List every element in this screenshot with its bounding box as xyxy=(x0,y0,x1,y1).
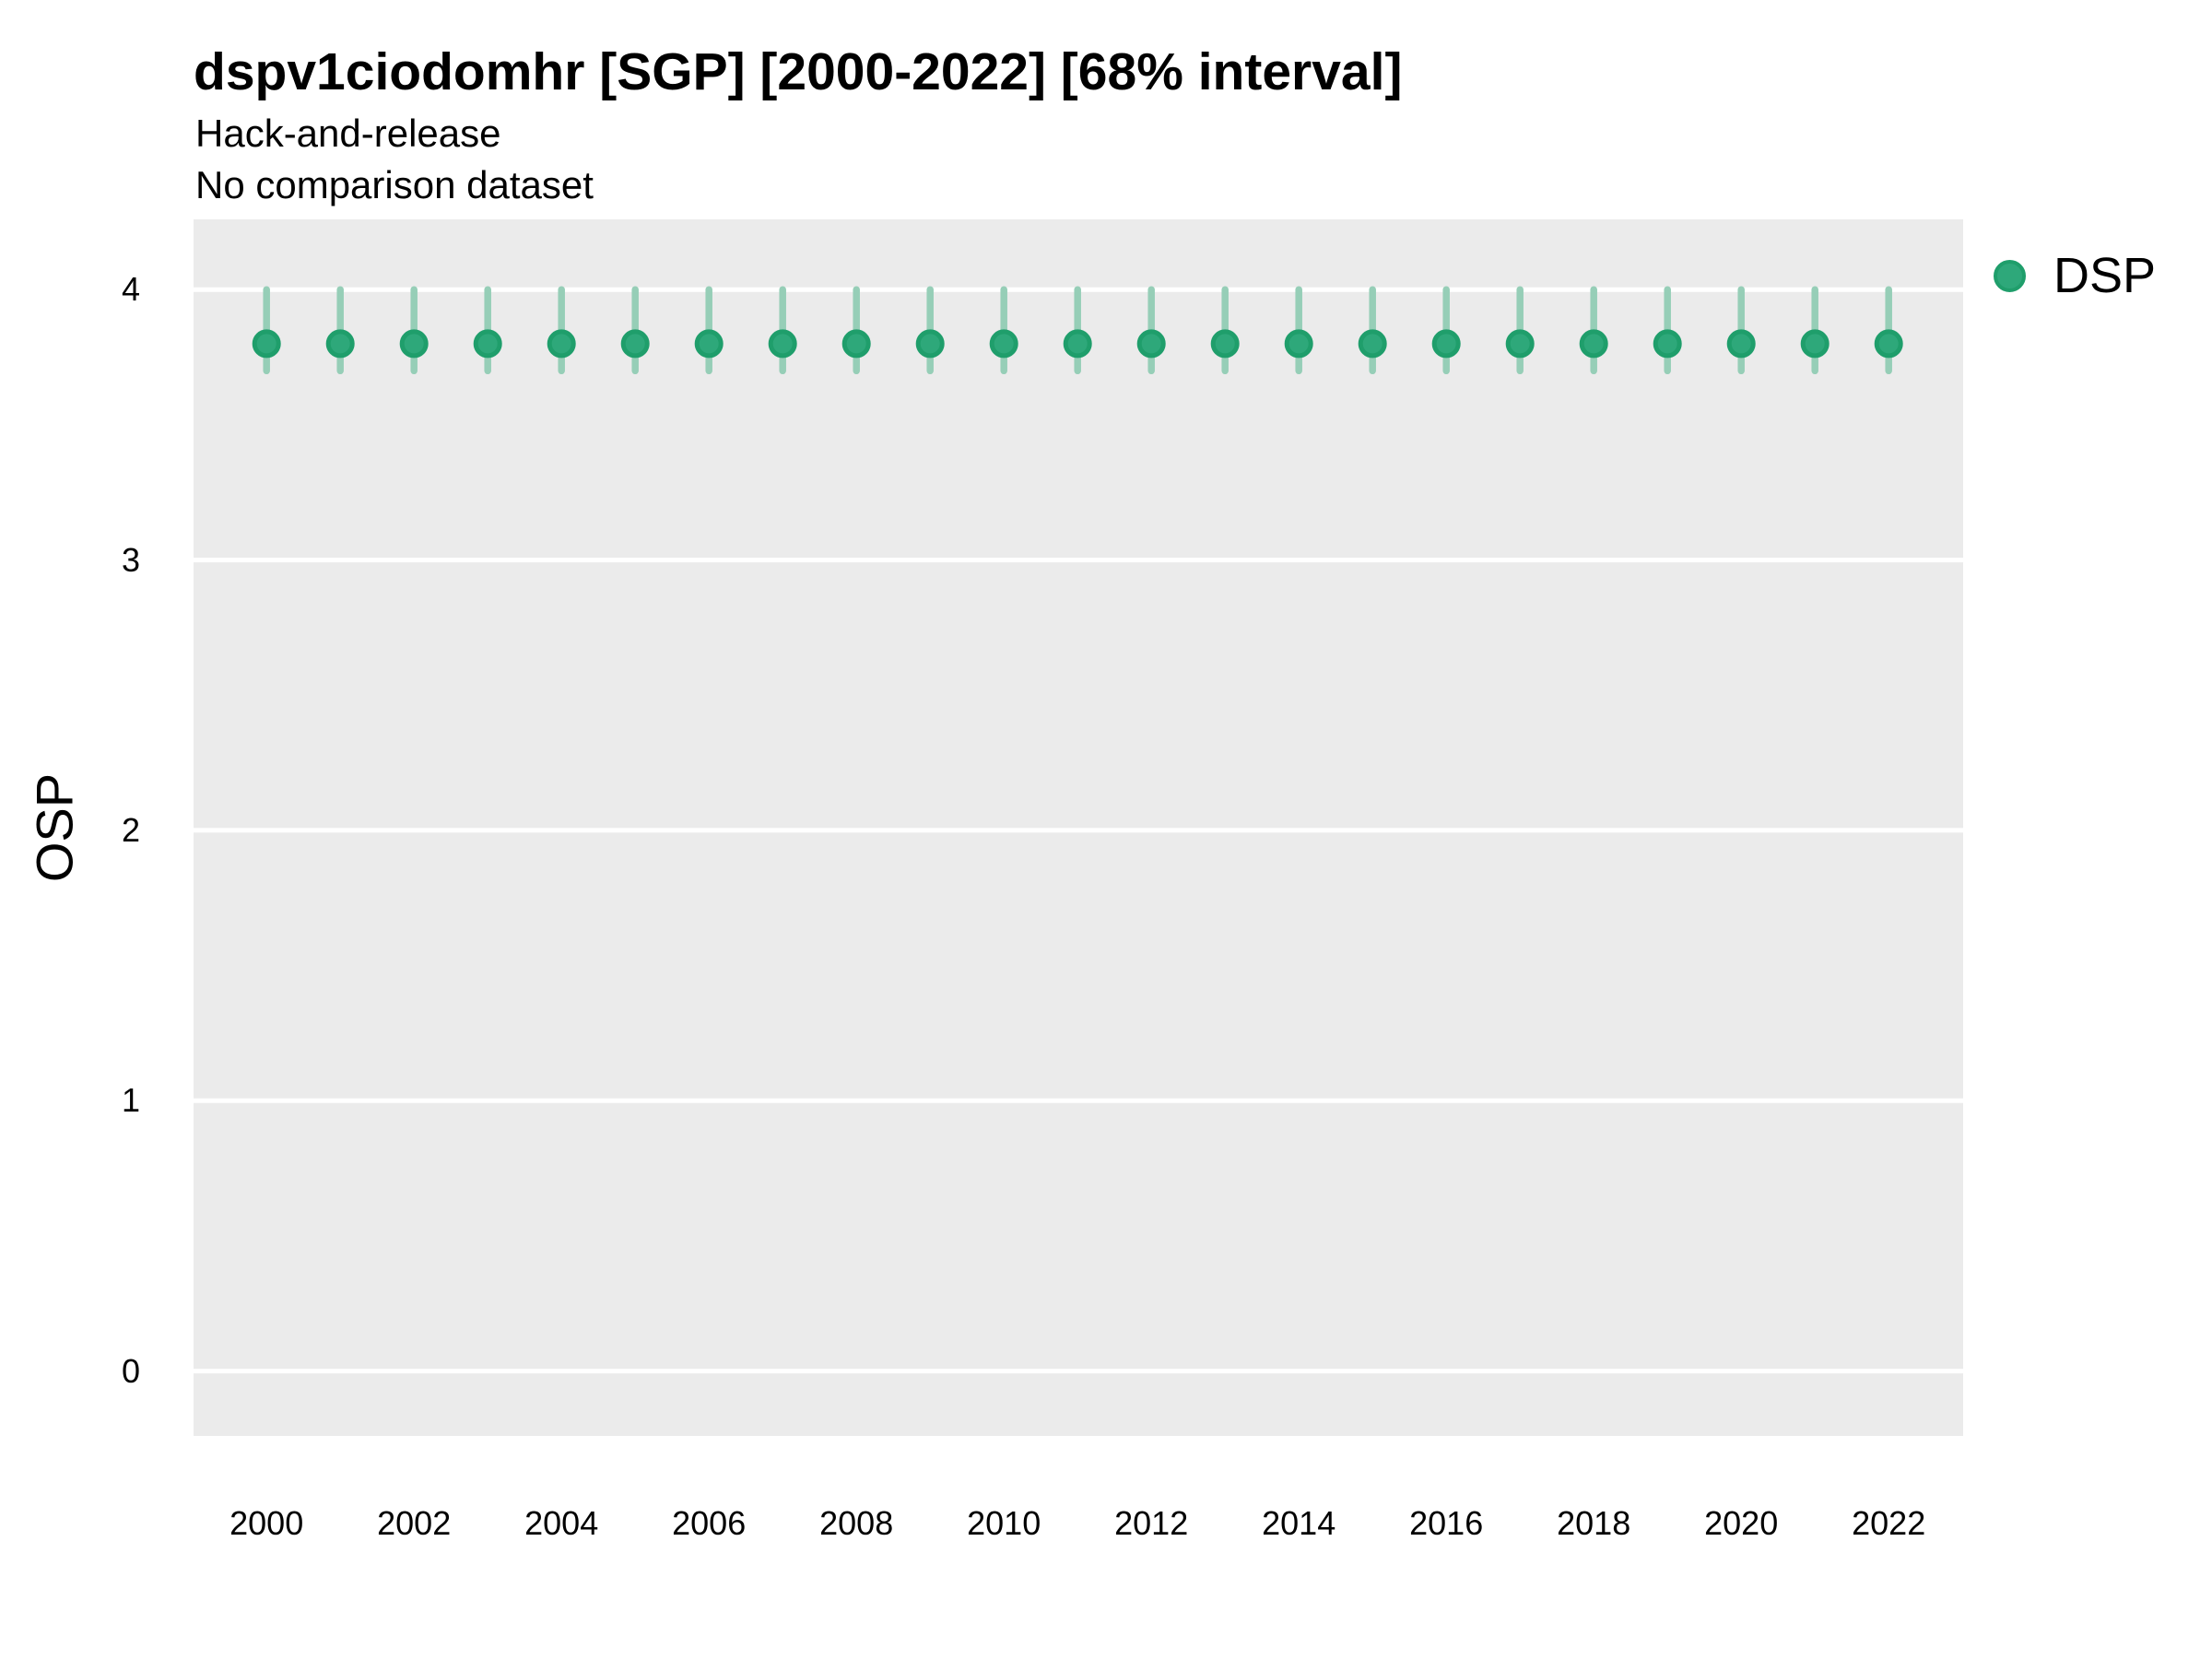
data-point-2018 xyxy=(1579,329,1608,359)
x-tick-label-2018: 2018 xyxy=(1557,1504,1631,1542)
data-point-2012 xyxy=(1136,329,1166,359)
chart-subtitle-line1: Hack-and-release xyxy=(195,112,501,155)
y-tick-label-3: 3 xyxy=(121,540,140,579)
data-point-2001 xyxy=(325,329,355,359)
data-point-2021 xyxy=(1800,329,1830,359)
chart-title: dspv1ciodomhr [SGP] [2000-2022] [68% int… xyxy=(194,42,1403,101)
plot-panel xyxy=(194,219,1963,1436)
data-point-2017 xyxy=(1505,329,1535,359)
data-point-2022 xyxy=(1874,329,1903,359)
data-point-2002 xyxy=(399,329,429,359)
data-point-2016 xyxy=(1431,329,1461,359)
x-tick-label-2006: 2006 xyxy=(672,1504,747,1542)
data-point-2019 xyxy=(1653,329,1682,359)
data-point-2008 xyxy=(841,329,871,359)
y-tick-label-1: 1 xyxy=(121,1081,140,1120)
data-point-2000 xyxy=(252,329,281,359)
x-tick-label-2004: 2004 xyxy=(524,1504,599,1542)
x-tick-label-2022: 2022 xyxy=(1852,1504,1926,1542)
plot-area xyxy=(194,286,1963,1374)
x-tick-label-2016: 2016 xyxy=(1409,1504,1484,1542)
y-tick-label-4: 4 xyxy=(121,270,140,309)
data-point-2009 xyxy=(915,329,945,359)
data-point-2011 xyxy=(1063,329,1092,359)
x-tick-label-2020: 2020 xyxy=(1704,1504,1779,1542)
legend-item-label: DSP xyxy=(2053,248,2157,303)
data-point-2005 xyxy=(620,329,650,359)
data-point-2003 xyxy=(473,329,502,359)
legend-dot-icon xyxy=(1994,259,2026,292)
y-tick-label-0: 0 xyxy=(121,1351,140,1390)
data-point-2014 xyxy=(1284,329,1313,359)
x-tick-label-2012: 2012 xyxy=(1114,1504,1189,1542)
data-point-2020 xyxy=(1726,329,1756,359)
y-tick-label-2: 2 xyxy=(121,810,140,849)
data-point-2013 xyxy=(1210,329,1240,359)
data-point-2007 xyxy=(768,329,797,359)
data-point-2010 xyxy=(989,329,1018,359)
x-tick-label-2010: 2010 xyxy=(967,1504,1041,1542)
x-tick-label-2002: 2002 xyxy=(377,1504,452,1542)
chart-subtitle-line2: No comparison dataset xyxy=(195,163,594,206)
data-point-2015 xyxy=(1358,329,1387,359)
x-tick-label-2014: 2014 xyxy=(1262,1504,1336,1542)
x-tick-label-2000: 2000 xyxy=(229,1504,304,1542)
legend: DSP xyxy=(1994,243,2156,308)
data-point-2006 xyxy=(694,329,724,359)
data-point-2004 xyxy=(547,329,576,359)
x-tick-label-2008: 2008 xyxy=(819,1504,894,1542)
